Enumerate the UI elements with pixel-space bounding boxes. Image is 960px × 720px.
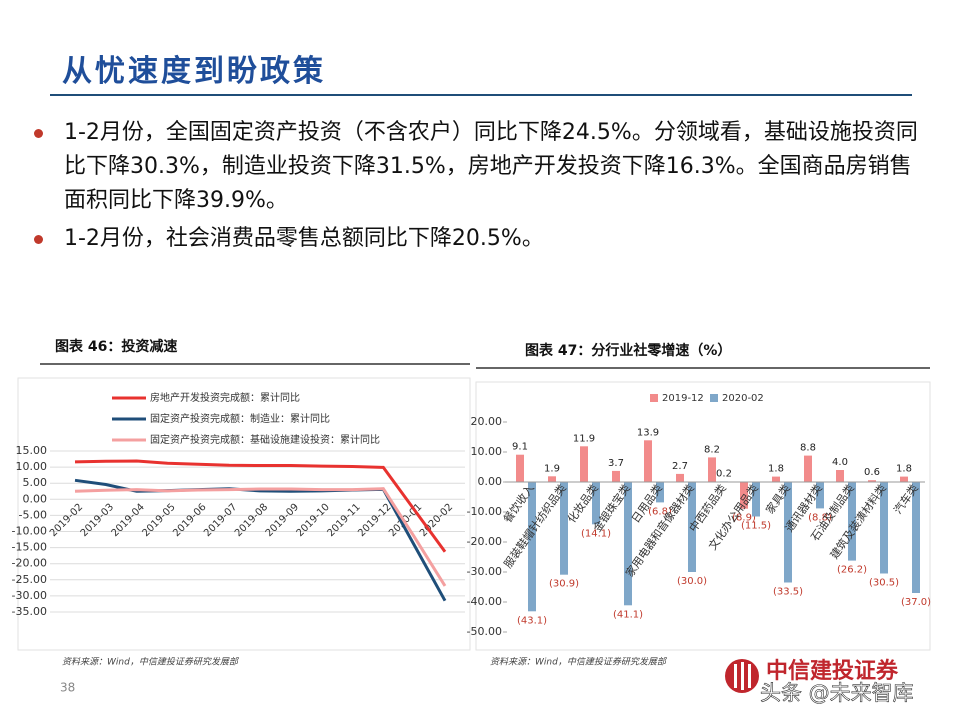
bullet: 1-2月份，全国固定资产投资（不含农户）同比下降24.5%。分领域看，基础设施投… <box>30 116 930 218</box>
bar <box>580 446 588 482</box>
data-label: (26.2) <box>837 565 867 576</box>
bar <box>804 455 812 482</box>
bullet-list: 1-2月份，全国固定资产投资（不含农户）同比下降24.5%。分领域看，基础设施投… <box>30 116 930 260</box>
watermark: 头条 @未来智库 <box>760 681 914 705</box>
bullet: 1-2月份，社会消费品零售总额同比下降20.5%。 <box>30 222 930 256</box>
bar <box>836 470 844 482</box>
title-rule <box>50 94 912 96</box>
bar <box>612 470 620 482</box>
bar <box>592 482 600 525</box>
bar <box>868 480 876 482</box>
bar <box>528 482 536 612</box>
data-label: 8.8 <box>800 443 816 454</box>
legend-swatch <box>650 394 658 402</box>
data-label: (33.5) <box>773 587 803 598</box>
y-tick-label: -20.00 <box>467 535 502 548</box>
data-label: (6.8) <box>648 506 672 517</box>
bar <box>784 482 792 583</box>
data-label: (8.8) <box>808 512 832 523</box>
bar <box>880 482 888 574</box>
data-label: 0.6 <box>864 467 880 478</box>
source-note: 资料来源：Wind，中信建投证券研究发展部 <box>62 657 240 668</box>
y-tick-label: -15.00 <box>12 541 47 554</box>
data-label: 1.9 <box>544 463 560 474</box>
data-label: 3.7 <box>608 458 624 469</box>
data-label: (37.0) <box>901 597 931 608</box>
y-tick-label: 20.00 <box>471 415 503 428</box>
data-label: 1.8 <box>768 464 784 475</box>
bar <box>644 440 652 482</box>
data-label: (30.9) <box>549 579 579 590</box>
data-label: (30.5) <box>869 578 899 589</box>
y-tick-label: 0.00 <box>478 475 503 488</box>
source-note: 资料来源：Wind，中信建投证券研究发展部 <box>490 657 668 668</box>
bar <box>848 482 856 561</box>
bar <box>548 476 556 482</box>
y-tick-label: -30.00 <box>12 589 47 602</box>
line-series <box>74 487 447 587</box>
bar <box>676 473 684 482</box>
legend-label: 固定资产投资完成额：制造业：累计同比 <box>150 412 330 425</box>
data-label: 1.8 <box>896 464 912 475</box>
data-label: 4.0 <box>832 457 848 468</box>
data-label: 2.7 <box>672 461 688 472</box>
data-label: (30.0) <box>677 576 707 587</box>
bar <box>752 482 760 517</box>
chart-frame <box>17 377 471 651</box>
chart-title: 图表 46：投资减速 <box>55 338 177 355</box>
y-tick-label: 10.00 <box>16 460 48 473</box>
page-number: 38 <box>60 681 75 695</box>
bar <box>516 454 524 482</box>
legend-swatch <box>710 394 718 402</box>
legend-label: 2020-02 <box>722 393 764 404</box>
bar <box>708 457 716 482</box>
data-label: 0.2 <box>716 468 732 479</box>
line-series <box>74 459 447 553</box>
bar <box>912 482 920 593</box>
data-label: (11.5) <box>741 521 771 532</box>
bar <box>900 476 908 482</box>
slide-title: 从忧速度到盼政策 <box>62 54 326 89</box>
bar <box>656 482 664 503</box>
legend-label: 房地产开发投资完成额：累计同比 <box>150 391 300 404</box>
bar <box>772 476 780 482</box>
bar <box>560 482 568 575</box>
y-tick-label: -20.00 <box>12 557 47 570</box>
data-label: 13.9 <box>637 427 659 438</box>
bar <box>740 482 748 509</box>
y-tick-label: -30.00 <box>467 565 502 578</box>
y-tick-label: -35.00 <box>12 605 47 618</box>
data-label: 8.2 <box>704 444 720 455</box>
logo-icon <box>725 659 759 693</box>
y-tick-label: 5.00 <box>23 476 48 489</box>
bar <box>816 482 824 509</box>
data-label: 9.1 <box>512 442 528 453</box>
bar <box>688 482 696 572</box>
data-label: (41.1) <box>613 609 643 620</box>
y-tick-label: -50.00 <box>467 625 502 638</box>
y-tick-label: 0.00 <box>23 492 48 505</box>
data-label: (43.1) <box>517 615 547 626</box>
y-tick-label: -5.00 <box>19 508 47 521</box>
logo-text: 中信建投证券 <box>766 658 899 684</box>
data-label: 11.9 <box>573 433 595 444</box>
bar <box>624 482 632 606</box>
legend-label: 2019-12 <box>662 393 704 404</box>
y-tick-label: -10.00 <box>12 525 47 538</box>
chart-title: 图表 47：分行业社零增速（%） <box>525 342 731 359</box>
y-tick-label: -10.00 <box>467 505 502 518</box>
y-tick-label: -40.00 <box>467 595 502 608</box>
data-label: (14.1) <box>581 528 611 539</box>
y-tick-label: 15.00 <box>16 444 48 457</box>
y-tick-label: -25.00 <box>12 573 47 586</box>
legend-label: 固定资产投资完成额：基础设施建设投资：累计同比 <box>150 433 380 446</box>
y-tick-label: 10.00 <box>471 445 503 458</box>
data-label: (8.9) <box>732 513 756 524</box>
